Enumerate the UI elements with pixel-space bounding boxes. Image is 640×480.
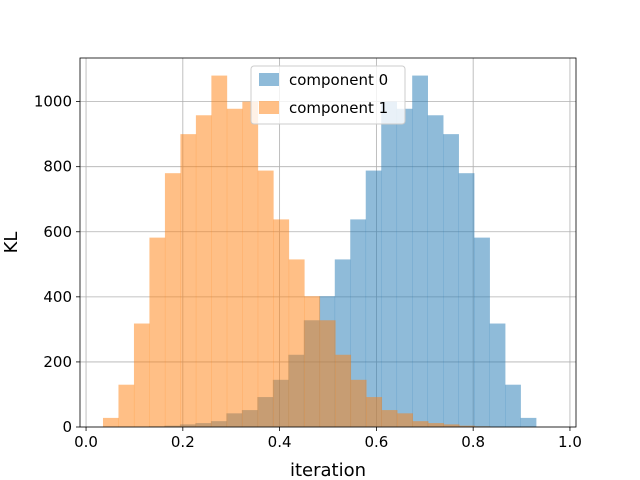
histogram-bar	[335, 354, 352, 427]
histogram-bar	[350, 219, 367, 427]
histogram-bar	[149, 237, 166, 427]
histogram-bar	[520, 417, 537, 427]
y-axis-label: KL	[1, 232, 22, 254]
y-tick-label: 600	[43, 223, 72, 241]
histogram-bar	[164, 173, 181, 427]
legend-label: component 0	[289, 71, 388, 89]
histogram-bar	[489, 323, 506, 427]
histogram-bar	[412, 75, 428, 428]
histogram-bar	[474, 237, 490, 427]
y-tick-label: 400	[43, 288, 72, 306]
x-tick-label: 0.0	[74, 433, 98, 451]
x-tick-label: 0.2	[171, 433, 195, 451]
x-axis-label: iteration	[290, 460, 366, 480]
y-tick-label: 1000	[34, 93, 72, 111]
y-tick-label: 200	[43, 353, 72, 371]
histogram-bar	[242, 101, 259, 427]
histogram-bar	[288, 259, 305, 427]
histogram-bar	[257, 170, 274, 428]
histogram-bar	[350, 379, 367, 427]
histogram-bar	[443, 424, 460, 427]
histogram-bar	[427, 115, 444, 428]
legend-swatch	[259, 101, 279, 114]
histogram-bar	[428, 423, 444, 427]
histogram-bar	[226, 108, 243, 427]
histogram-bar	[180, 134, 197, 427]
histogram-bar	[102, 417, 119, 427]
histogram-bar	[319, 320, 336, 427]
y-tick-label: 800	[43, 158, 72, 176]
histogram-bar	[505, 384, 521, 427]
histogram-bar	[381, 410, 398, 427]
legend: component 0 component 1	[250, 65, 406, 125]
x-axis-ticks: 0.0 0.2 0.4 0.6 0.8 1.0	[74, 427, 582, 451]
histogram-bar	[133, 323, 150, 427]
y-axis-ticks: 0 200 400 600 800 1000	[34, 93, 80, 436]
y-tick-label: 0	[62, 418, 72, 436]
plot-frame	[79, 57, 577, 428]
x-tick-label: 0.8	[461, 433, 485, 451]
x-tick-label: 0.4	[268, 433, 292, 451]
histogram-bar	[304, 296, 321, 427]
x-tick-label: 0.6	[364, 433, 388, 451]
histogram-bar	[412, 421, 429, 427]
histogram-bar	[365, 170, 382, 428]
histogram-bar	[381, 101, 398, 427]
legend-swatch	[259, 73, 279, 86]
histogram-bars	[102, 75, 537, 428]
x-tick-label: 1.0	[558, 433, 582, 451]
legend-label: component 1	[289, 99, 388, 117]
histogram-bar	[459, 425, 475, 427]
histogram-bar	[396, 108, 413, 427]
histogram-bar	[118, 384, 135, 427]
legend-box	[250, 65, 406, 125]
histogram-bar	[273, 219, 290, 427]
series-1-bars	[102, 75, 491, 428]
histogram-bar	[195, 115, 212, 428]
histogram-bar	[458, 173, 475, 427]
histogram-bar	[443, 134, 459, 427]
histogram-bar	[211, 75, 228, 428]
histogram-bar	[397, 413, 413, 427]
histogram-bar	[366, 397, 383, 427]
